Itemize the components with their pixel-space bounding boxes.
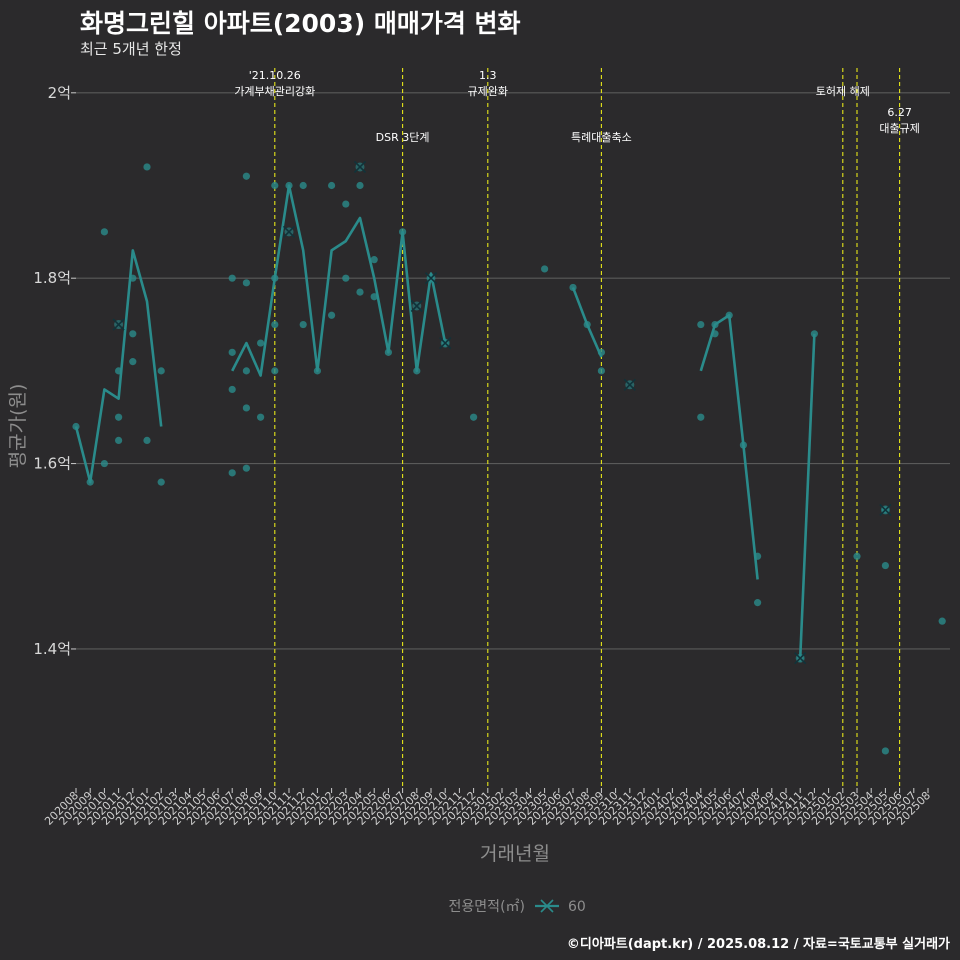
- data-point: [328, 311, 336, 319]
- data-point: [754, 599, 762, 607]
- y-tick-labels: 1.4억 1.6억 1.8억 2억: [33, 84, 71, 658]
- event-label: DSR 3단계: [376, 131, 430, 144]
- data-point: [328, 181, 336, 190]
- data-point: [299, 181, 307, 190]
- y-tick-label: 1.8억: [33, 269, 71, 287]
- y-axis-title: 평균가(원): [7, 384, 29, 469]
- data-point: [881, 561, 890, 570]
- data-point: [228, 274, 236, 282]
- legend-entry-60: 60: [568, 899, 586, 915]
- data-point: [356, 181, 364, 190]
- data-point: [541, 265, 549, 273]
- cross-marker-icon: [623, 378, 636, 391]
- legend-cross-icon: [540, 899, 554, 913]
- data-point: [129, 330, 137, 338]
- data-point: [881, 747, 890, 755]
- data-point: [356, 288, 364, 296]
- data-points: [72, 163, 946, 755]
- data-point: [697, 320, 705, 329]
- cross-marker-icon: [794, 652, 807, 665]
- data-point: [257, 339, 265, 347]
- data-point: [100, 459, 108, 468]
- series-line-60: [798, 333, 816, 659]
- series-line-60: [571, 286, 603, 358]
- event-label: 1.3 규제완화: [468, 69, 508, 98]
- cross-marker-icon: [282, 225, 296, 238]
- data-point: [157, 478, 165, 486]
- data-point: [342, 274, 350, 282]
- event-label: 특례대출축소: [571, 131, 632, 144]
- data-point: [370, 293, 378, 301]
- data-point: [257, 413, 265, 421]
- data-point: [143, 436, 151, 445]
- average-markers: [112, 160, 892, 665]
- cross-marker-icon: [439, 337, 452, 350]
- y-tick-label: 1.4억: [33, 640, 71, 658]
- data-point: [342, 200, 350, 208]
- data-point: [242, 367, 250, 375]
- event-label: 토허제 해제: [816, 84, 870, 98]
- data-point: [242, 279, 250, 287]
- data-point: [157, 367, 165, 375]
- data-point: [100, 228, 108, 236]
- chart-subtitle: 최근 5개년 한정: [80, 40, 182, 58]
- data-point: [470, 413, 478, 421]
- data-point: [228, 348, 236, 356]
- y-gridlines: [71, 92, 950, 650]
- cross-marker-icon: [353, 160, 367, 174]
- cross-marker-icon: [879, 503, 892, 516]
- event-label: '21.10.26 가계부채관리강화: [234, 69, 315, 98]
- data-point: [115, 413, 123, 421]
- data-point: [228, 385, 236, 394]
- cross-marker-icon: [112, 318, 125, 331]
- series-line-60: [231, 184, 447, 377]
- y-tick-label: 2억: [48, 84, 71, 102]
- data-point: [853, 552, 861, 560]
- data-point: [697, 413, 705, 421]
- legend-title: 전용면적(㎡): [449, 899, 525, 915]
- legend: 전용면적(㎡) 60: [449, 899, 586, 915]
- data-point: [299, 320, 307, 329]
- data-point: [271, 367, 279, 375]
- x-axis-title: 거래년월: [480, 843, 550, 865]
- series-lines: [74, 184, 816, 659]
- data-point: [228, 469, 236, 477]
- data-point: [129, 358, 137, 366]
- cross-marker-icon: [410, 299, 423, 313]
- x-tick-labels: 2020082020092020102020112020122021012021…: [42, 788, 933, 828]
- chart-title: 화명그린힐 아파트(2003) 매매가격 변화: [80, 9, 521, 38]
- series-line-60: [699, 313, 759, 580]
- data-point: [370, 256, 378, 264]
- data-point: [143, 163, 151, 171]
- data-point: [242, 172, 250, 180]
- data-point: [271, 181, 279, 190]
- y-tick-label: 1.6억: [33, 455, 71, 473]
- data-point: [597, 367, 606, 375]
- series-line-60: [74, 249, 163, 484]
- data-point: [242, 404, 250, 412]
- source-caption: ©디아파트(dapt.kr) / 2025.08.12 / 자료=국토교통부 실…: [566, 937, 950, 952]
- data-point: [115, 436, 123, 445]
- data-point: [242, 464, 250, 472]
- data-point: [938, 617, 946, 625]
- event-label: 6.27 대출규제: [879, 106, 919, 135]
- cross-marker-icon: [424, 272, 438, 285]
- data-point: [271, 320, 279, 329]
